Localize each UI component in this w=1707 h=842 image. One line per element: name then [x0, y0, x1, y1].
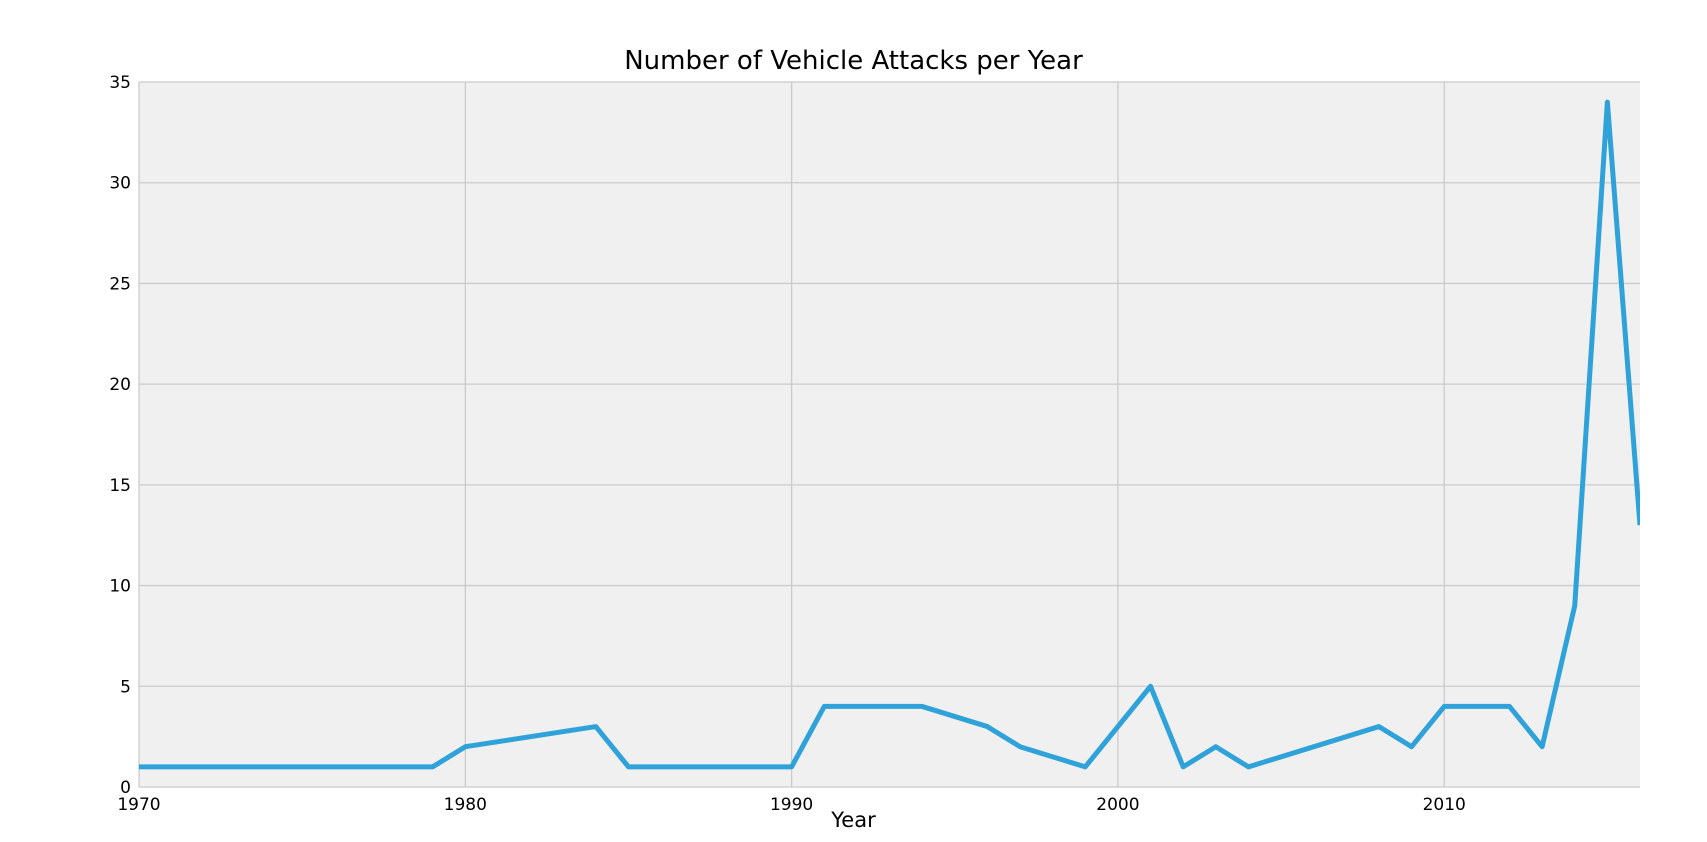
y-tick-label: 35	[109, 73, 131, 93]
x-axis-label: Year	[831, 808, 876, 832]
x-tick-label: 1990	[770, 795, 813, 815]
x-tick-label: 1970	[117, 795, 160, 815]
x-tick-label: 1980	[444, 795, 487, 815]
series-line	[139, 99, 1640, 770]
chart-title: Number of Vehicle Attacks per Year	[624, 46, 1083, 76]
x-tick-label: 2010	[1423, 795, 1466, 815]
y-tick-label: 30	[109, 174, 131, 194]
y-tick-label: 0	[120, 778, 131, 798]
y-tick-label: 10	[109, 577, 131, 597]
plot-background	[139, 82, 1640, 787]
y-tick-label: 15	[109, 476, 131, 496]
y-tick-label: 25	[109, 274, 131, 294]
y-tick-label: 20	[109, 375, 131, 395]
y-tick-label: 5	[120, 677, 131, 697]
x-tick-label: 2000	[1096, 795, 1139, 815]
